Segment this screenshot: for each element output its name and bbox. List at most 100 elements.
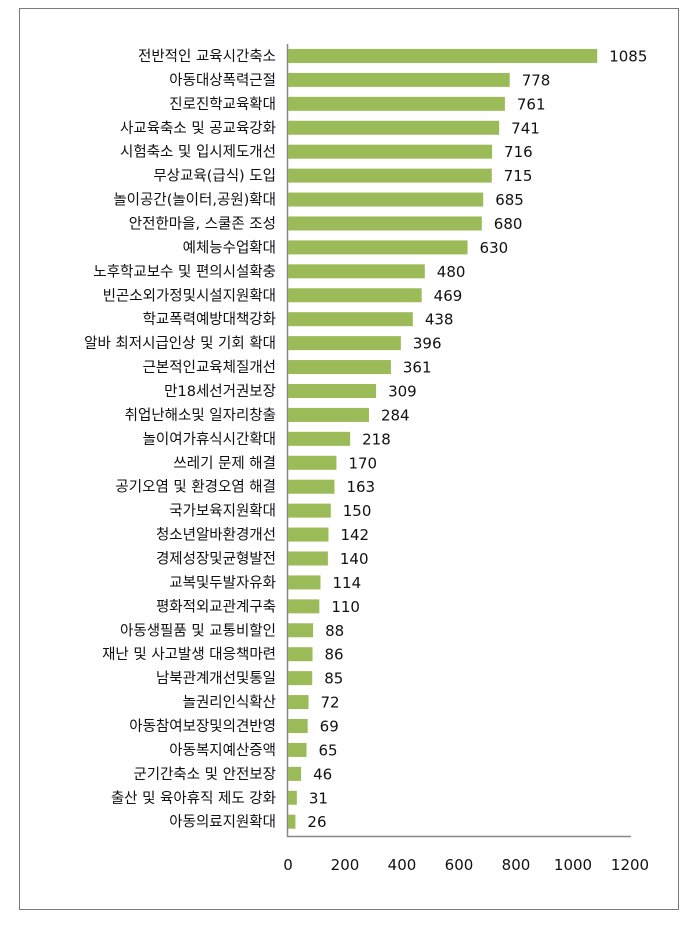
category-label: 국가보육지원확대 <box>169 503 276 520</box>
value-label: 396 <box>413 335 442 353</box>
category-label: 취업난해소및 일자리창출 <box>125 407 276 424</box>
category-label: 아동복지예산증액 <box>169 742 276 759</box>
value-label: 630 <box>480 239 509 257</box>
bar <box>288 479 335 494</box>
value-label: 142 <box>340 526 369 544</box>
category-label: 학교폭력예방대책강화 <box>143 311 276 328</box>
category-label: 군기간축소 및 안전보장 <box>133 766 276 783</box>
x-tick-label: 1000 <box>554 856 592 874</box>
value-label: 26 <box>307 813 326 831</box>
category-label: 예체능수업확대 <box>183 239 276 256</box>
category-label: 안전한마을, 스쿨존 조성 <box>129 215 276 232</box>
category-label: 사교육축소 및 공교육강화 <box>120 120 276 137</box>
bar <box>288 671 313 686</box>
category-label: 출산 및 육아휴직 제도 강화 <box>111 790 276 807</box>
bar <box>288 742 307 757</box>
bar <box>288 527 329 542</box>
value-label: 163 <box>346 478 375 496</box>
bar <box>288 168 492 183</box>
category-label: 아동생필품 및 교통비할인 <box>120 622 276 639</box>
bar <box>288 407 369 422</box>
bar <box>288 623 314 638</box>
category-label: 아동의료지원확대 <box>169 814 276 831</box>
category-label: 놀권리인식확산 <box>183 694 276 711</box>
x-tick-label: 0 <box>283 856 293 874</box>
category-label: 교복및두발자유화 <box>169 574 276 591</box>
bar <box>288 503 331 518</box>
value-label: 680 <box>494 215 523 233</box>
value-label: 65 <box>319 741 338 759</box>
bars-group: 전반적인 교육시간축소 1085 아동대상폭력근절 778 진로진학교육확대 761 사교육… <box>84 47 647 831</box>
bar <box>288 240 468 255</box>
value-label: 110 <box>331 598 360 616</box>
x-tick-label: 400 <box>388 856 417 874</box>
value-label: 761 <box>517 95 546 113</box>
bar <box>288 336 401 351</box>
bar <box>288 647 313 662</box>
category-label: 쓰레기 문제 해결 <box>173 455 276 472</box>
value-label: 31 <box>309 789 328 807</box>
value-label: 1085 <box>609 47 647 65</box>
x-ticks-group: 0 200 400 600 800 1000 1200 <box>283 856 649 874</box>
value-label: 778 <box>522 71 551 89</box>
value-label: 284 <box>381 406 410 424</box>
bar <box>288 383 377 398</box>
category-label: 놀이공간(놀이터,공원)확대 <box>113 192 276 209</box>
bar <box>288 719 308 734</box>
category-label: 평화적외교관계구축 <box>156 598 276 615</box>
x-tick-label: 200 <box>331 856 360 874</box>
category-label: 시험축소 및 입시제도개선 <box>120 144 276 161</box>
bar <box>288 264 425 279</box>
category-label: 만18세선거권보장 <box>164 383 276 400</box>
value-label: 114 <box>332 574 361 592</box>
bar <box>288 216 482 231</box>
category-label: 남북관계개선및통일 <box>156 670 276 687</box>
category-label: 노후학교보수 및 편의시설확충 <box>93 263 276 280</box>
category-label: 진로진학교육확대 <box>169 96 276 113</box>
value-label: 741 <box>511 119 540 137</box>
category-label: 빈곤소외가정및시설지원확대 <box>103 287 276 304</box>
bar <box>288 575 321 590</box>
category-label: 근본적인교육체질개선 <box>143 359 276 376</box>
value-label: 715 <box>504 167 533 185</box>
bar <box>288 455 337 470</box>
bar <box>288 144 493 159</box>
value-label: 480 <box>437 263 466 281</box>
value-label: 361 <box>403 359 432 377</box>
bar <box>288 599 320 614</box>
value-label: 85 <box>324 670 343 688</box>
category-label: 청소년알바환경개선 <box>156 527 276 544</box>
bar <box>288 48 598 63</box>
value-label: 685 <box>495 191 524 209</box>
value-label: 86 <box>325 646 344 664</box>
category-label: 무상교육(급식) 도입 <box>153 168 276 185</box>
bar <box>288 431 351 446</box>
bar <box>288 72 510 87</box>
category-label: 알바 최저시급인상 및 기회 확대 <box>84 335 276 352</box>
category-label: 아동대상폭력근절 <box>169 72 276 89</box>
bar <box>288 288 422 303</box>
bar <box>288 814 296 829</box>
bar <box>288 695 309 710</box>
category-label: 경제성장및균형발전 <box>156 550 276 567</box>
value-label: 218 <box>362 430 391 448</box>
category-label: 아동참여보장및의견반영 <box>129 718 276 735</box>
category-label: 공기오염 및 환경오염 해결 <box>115 479 276 496</box>
bar <box>288 790 297 805</box>
value-label: 150 <box>343 502 372 520</box>
bar <box>288 360 391 375</box>
category-label: 전반적인 교육시간축소 <box>138 48 276 65</box>
x-tick-label: 600 <box>445 856 474 874</box>
value-label: 716 <box>504 143 533 161</box>
value-label: 469 <box>434 287 463 305</box>
category-label: 놀이여가휴식시간확대 <box>143 431 276 448</box>
category-label: 재난 및 사고발생 대응책마련 <box>102 646 276 663</box>
bar <box>288 120 500 135</box>
bar <box>288 312 413 327</box>
value-label: 438 <box>425 311 454 329</box>
value-label: 170 <box>348 454 377 472</box>
value-label: 88 <box>325 622 344 640</box>
x-tick-label: 1200 <box>611 856 649 874</box>
bar <box>288 766 302 781</box>
